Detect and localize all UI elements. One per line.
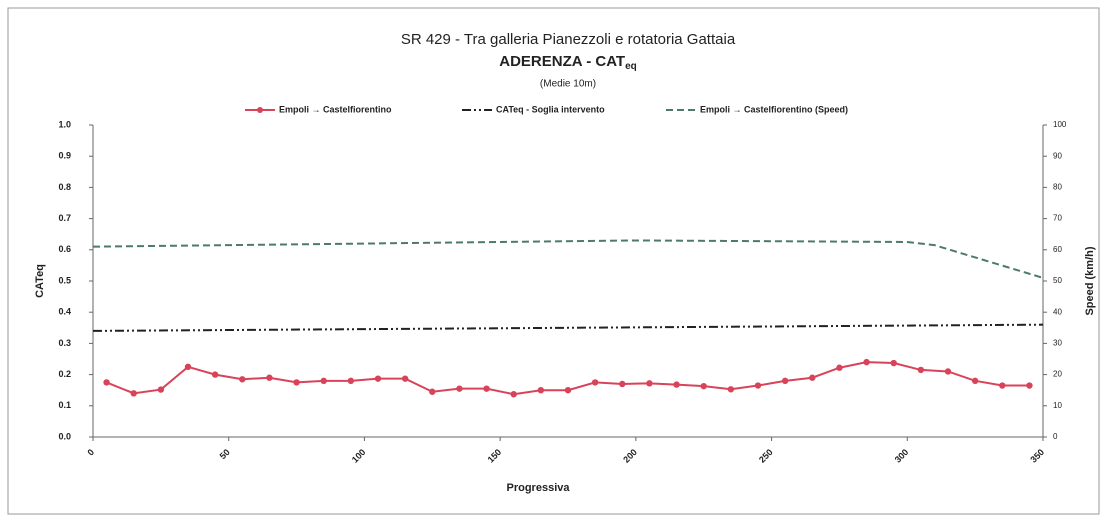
y2-tick-label: 10	[1053, 401, 1062, 410]
subtitle-subscript: eq	[625, 61, 637, 72]
y-tick-label: 0.1	[58, 400, 71, 410]
legend-label: CATeq - Soglia intervento	[496, 104, 605, 114]
data-point	[673, 381, 680, 388]
y2-tick-label: 30	[1053, 339, 1062, 348]
y2-tick-label: 40	[1053, 307, 1062, 316]
data-point	[266, 374, 273, 381]
data-point	[211, 371, 219, 378]
data-point	[1026, 382, 1033, 389]
data-point	[727, 386, 735, 393]
data-point	[429, 388, 436, 395]
data-point	[999, 382, 1006, 389]
data-point	[917, 366, 925, 374]
data-point	[510, 391, 517, 398]
y-tick-label: 0.0	[58, 431, 71, 441]
y-tick-label: 0.8	[58, 182, 71, 192]
y-tick-label: 1.0	[58, 119, 71, 129]
data-point	[239, 376, 246, 383]
x-tick-label: 0	[85, 447, 96, 458]
y-tick-label: 0.3	[58, 338, 71, 348]
legend-label: Empoli → Castelfiorentino (Speed)	[700, 104, 848, 114]
x-axis-label: Progressiva	[507, 482, 571, 494]
y2-tick-label: 0	[1053, 432, 1058, 441]
y-tick-label: 0.7	[58, 213, 71, 223]
chart-frame	[7, 7, 1100, 515]
data-point	[754, 382, 762, 389]
series-line	[92, 323, 1044, 332]
data-point	[944, 368, 952, 375]
y-tick-label: 0.6	[58, 244, 71, 254]
data-point	[293, 379, 300, 386]
y2-tick-label: 50	[1053, 276, 1062, 285]
data-point	[483, 385, 490, 392]
data-point	[619, 380, 626, 388]
data-point	[971, 377, 979, 385]
y2-tick-label: 90	[1053, 151, 1062, 160]
data-point	[700, 382, 707, 390]
data-point	[103, 379, 110, 386]
data-point	[130, 390, 137, 397]
data-point	[646, 380, 653, 387]
y2-tick-label: 20	[1053, 370, 1062, 379]
data-point	[537, 387, 545, 394]
chart-subtitle: ADERENZA - CATeq	[499, 53, 637, 72]
series-line	[92, 239, 1044, 279]
y2-tick-label: 100	[1053, 120, 1067, 129]
data-point	[836, 364, 843, 371]
data-point	[157, 386, 165, 393]
legend-label: Empoli → Castelfiorentino	[279, 104, 392, 114]
data-point	[401, 375, 409, 382]
subtitle-main: ADERENZA - CAT	[499, 53, 625, 70]
chart-note: (Medie 10m)	[540, 79, 596, 90]
data-point	[347, 377, 355, 385]
y-tick-label: 0.9	[58, 151, 71, 161]
data-point	[320, 377, 327, 385]
data-point	[591, 379, 599, 386]
y-axis-label: CATeq	[34, 264, 46, 298]
chart-title: SR 429 - Tra galleria Pianezzoli e rotat…	[401, 31, 736, 48]
data-point	[374, 375, 382, 382]
data-point	[184, 363, 192, 370]
y2-tick-label: 60	[1053, 245, 1062, 254]
y2-axis-label: Speed (km/h)	[1084, 246, 1096, 315]
legend-marker	[257, 107, 263, 113]
data-point	[809, 374, 816, 381]
y2-tick-label: 70	[1053, 214, 1062, 223]
y2-tick-label: 80	[1053, 183, 1062, 192]
y-tick-label: 0.5	[58, 275, 71, 285]
data-point	[890, 359, 897, 367]
y-tick-label: 0.2	[58, 369, 71, 379]
data-point	[564, 387, 572, 394]
data-point	[863, 358, 870, 366]
data-point	[781, 377, 789, 385]
y-tick-label: 0.4	[58, 307, 71, 317]
data-point	[456, 385, 463, 392]
